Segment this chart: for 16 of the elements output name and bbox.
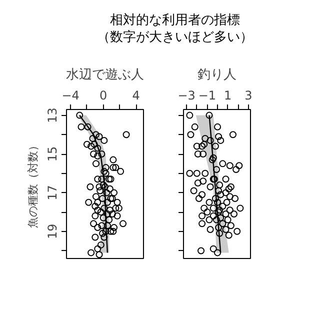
chart-title: 釣り人 xyxy=(198,68,236,82)
text: （数字が大きいほど多い） xyxy=(97,30,253,45)
y-tick-label: 13 xyxy=(46,108,60,123)
y-tick-label: 15 xyxy=(46,146,60,162)
x-tick-label: 4 xyxy=(132,88,140,102)
x-tick-label: 1 xyxy=(224,88,232,102)
x-tick-label: −3 xyxy=(178,88,196,102)
y-tick-label: 17 xyxy=(46,185,60,200)
y-axis-title: 魚の種数（対数） xyxy=(26,140,40,228)
chart-title: 水辺で遊ぶ人 xyxy=(66,68,144,82)
x-tick-label: −4 xyxy=(62,88,80,102)
y-tick-label: 19 xyxy=(46,224,60,240)
text: 相対的な利用者の指標 xyxy=(110,13,240,28)
x-tick-label: −1 xyxy=(198,88,216,102)
x-tick-label: 3 xyxy=(244,88,252,102)
x-tick-label: 0 xyxy=(100,88,108,102)
